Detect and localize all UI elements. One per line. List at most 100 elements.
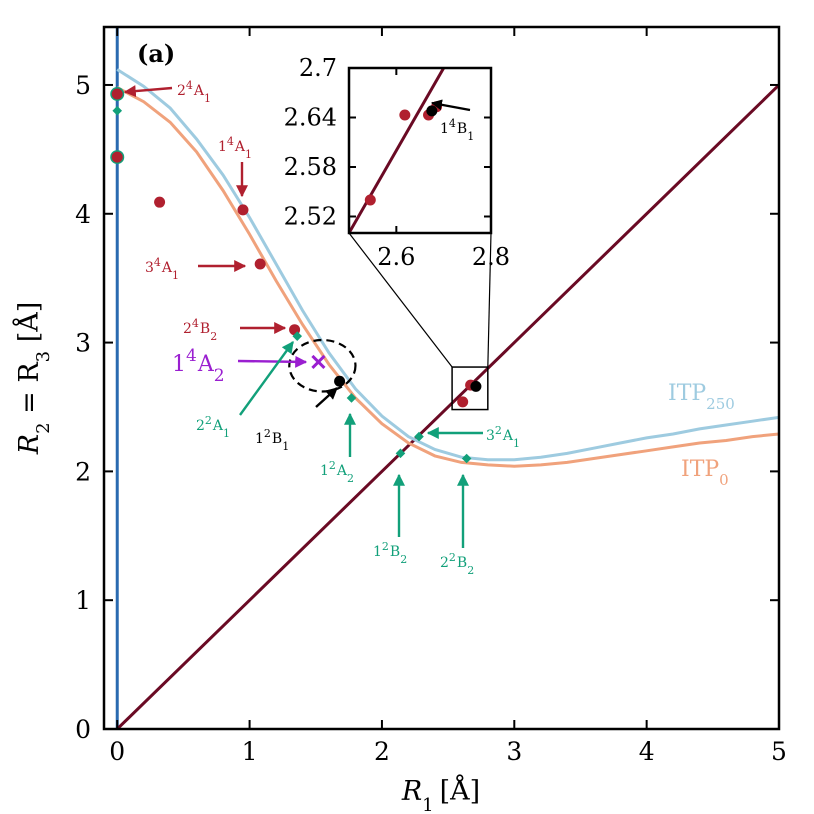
term-multiplicity: 2 bbox=[329, 459, 336, 472]
term-base: 2 bbox=[183, 321, 192, 337]
doublet-point bbox=[112, 105, 123, 116]
inset-label-1-4B1: 14B1 bbox=[440, 117, 474, 143]
term-symbol: A bbox=[502, 428, 514, 444]
term-subscript: 1 bbox=[467, 130, 474, 143]
inset-y-tick-label: 2.52 bbox=[284, 203, 337, 231]
inset-connector-left bbox=[348, 232, 453, 368]
label-1-4A2: 14A2 bbox=[172, 346, 225, 386]
term-subscript: 1 bbox=[282, 440, 289, 453]
plot-frame bbox=[102, 25, 781, 731]
label-1-4A1: 14A1 bbox=[218, 135, 252, 161]
term-subscript: 2 bbox=[347, 472, 354, 485]
inset-background bbox=[349, 68, 491, 233]
inset-arrow-1-4B1 bbox=[430, 99, 471, 112]
y-axis-label: R2 = R3 [Å] bbox=[12, 302, 54, 456]
term-symbol: A bbox=[212, 418, 224, 434]
term-symbol: B bbox=[272, 431, 282, 447]
quartet-point bbox=[111, 151, 123, 163]
series-subscript: 250 bbox=[706, 395, 735, 413]
x-tick-label: 4 bbox=[639, 737, 655, 766]
plot-area bbox=[110, 27, 779, 729]
label-3-2A1: 32A1 bbox=[486, 424, 520, 450]
term-multiplicity: 4 bbox=[186, 346, 197, 366]
y-tick-label: 0 bbox=[75, 715, 91, 744]
dashed-ellipse bbox=[288, 338, 357, 393]
curve-itp-250 bbox=[116, 68, 779, 462]
label-2-4A1: 24A1 bbox=[177, 79, 211, 105]
term-multiplicity: 2 bbox=[264, 427, 271, 440]
inset-black-point bbox=[426, 105, 438, 117]
arrow-2-2A1 bbox=[239, 341, 294, 416]
arrow-1-2B1 bbox=[315, 387, 338, 408]
term-subscript: 2 bbox=[467, 564, 474, 577]
black-point bbox=[334, 375, 346, 387]
term-subscript: 1 bbox=[172, 269, 179, 282]
series-name: ITP bbox=[681, 457, 719, 482]
x-tick-label: 5 bbox=[771, 737, 787, 766]
doublet-point bbox=[395, 448, 406, 459]
term-subscript: 1 bbox=[513, 437, 520, 450]
inset-quartet-point bbox=[364, 194, 376, 206]
term-subscript: 2 bbox=[400, 553, 407, 566]
term-multiplicity: 2 bbox=[205, 414, 212, 427]
term-subscript: 2 bbox=[210, 330, 217, 343]
term-symbol: B bbox=[457, 121, 467, 137]
label-1-2B2: 12B2 bbox=[373, 540, 407, 566]
term-subscript: 1 bbox=[204, 92, 211, 105]
y-tick-label: 4 bbox=[75, 200, 91, 229]
series-name: ITP bbox=[668, 381, 706, 406]
label-1-2A2: 12A2 bbox=[320, 459, 354, 485]
x-tick-label: 3 bbox=[506, 737, 522, 766]
label-2-2A1: 22A1 bbox=[196, 414, 230, 440]
quartet-point bbox=[154, 196, 166, 208]
term-base: 1 bbox=[255, 431, 264, 447]
diagonal-line bbox=[116, 83, 779, 729]
cross-point bbox=[311, 354, 326, 369]
term-base: 1 bbox=[373, 544, 382, 560]
term-base: 2 bbox=[440, 555, 449, 571]
inset-plot: 2.6 2.8 2.52 2.58 2.64 2.7 14B1 bbox=[284, 54, 511, 271]
x-axis-label: R1 [Å] bbox=[401, 774, 480, 814]
term-multiplicity: 4 bbox=[154, 256, 161, 269]
term-subscript: 1 bbox=[223, 427, 230, 440]
doublet-point bbox=[346, 393, 357, 403]
inset-quartet-point bbox=[399, 109, 411, 121]
curve-itp-0 bbox=[116, 86, 779, 468]
series-label-itp-250: ITP250 bbox=[668, 381, 735, 413]
term-symbol: A bbox=[336, 463, 348, 479]
term-symbol: B bbox=[457, 555, 467, 571]
term-multiplicity: 2 bbox=[495, 424, 502, 437]
y-tick-label: 5 bbox=[75, 71, 91, 100]
inset-diagonal bbox=[349, 68, 445, 233]
doublet-point bbox=[414, 431, 424, 442]
term-base: 2 bbox=[196, 418, 205, 434]
inset-x-tick-label: 2.8 bbox=[472, 243, 510, 271]
zoom-box bbox=[451, 366, 489, 411]
series-label-itp-0: ITP0 bbox=[681, 457, 729, 489]
inset-frame bbox=[347, 66, 493, 235]
quartet-point bbox=[254, 258, 266, 270]
term-symbol: B bbox=[200, 321, 210, 337]
term-symbol: A bbox=[197, 352, 215, 377]
term-symbol: A bbox=[161, 260, 173, 276]
term-base: 1 bbox=[218, 139, 227, 155]
panel-label: (a) bbox=[137, 39, 175, 68]
label-3-4A1: 34A1 bbox=[145, 256, 179, 282]
quartet-point bbox=[111, 88, 123, 100]
x-tick-label: 1 bbox=[242, 737, 258, 766]
doublet-point bbox=[461, 453, 472, 464]
y-tick-label: 1 bbox=[75, 586, 91, 615]
inset-connector-right bbox=[487, 232, 492, 368]
inset-y-tick-label: 2.7 bbox=[299, 54, 337, 82]
doublet-point bbox=[292, 331, 303, 341]
term-base: 3 bbox=[145, 260, 154, 276]
label-1-2B1: 12B1 bbox=[255, 427, 289, 453]
term-base: 3 bbox=[486, 428, 495, 444]
term-multiplicity: 4 bbox=[449, 117, 456, 130]
term-base: 1 bbox=[320, 463, 329, 479]
term-base: 1 bbox=[172, 352, 186, 377]
inset-y-tick-label: 2.64 bbox=[284, 104, 337, 132]
term-multiplicity: 4 bbox=[227, 135, 234, 148]
series-subscript: 0 bbox=[719, 471, 729, 489]
